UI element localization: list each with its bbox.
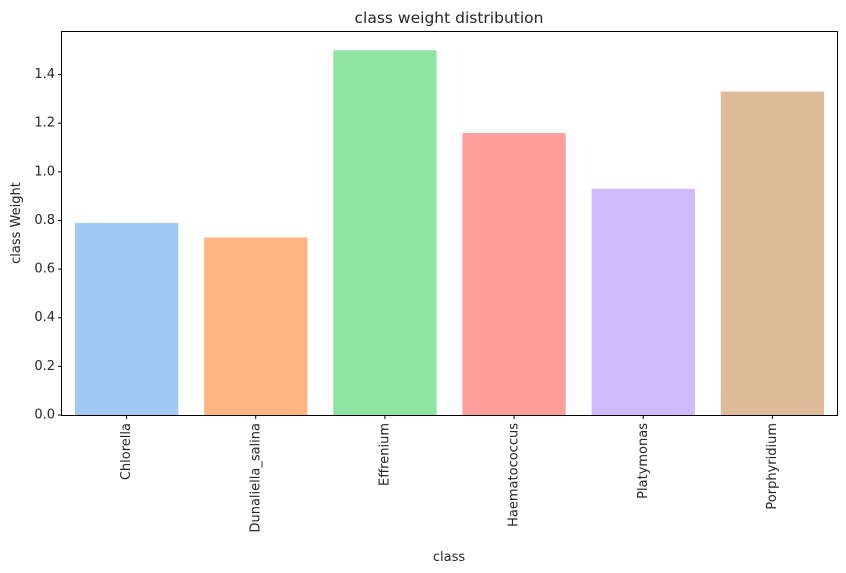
- x-tick-label: Haematococcus: [507, 423, 522, 527]
- x-tick-label: Platymonas: [636, 423, 651, 499]
- x-tick-label: Chlorella: [119, 423, 134, 480]
- y-axis-label: class Weight: [9, 182, 24, 264]
- bar-haematococcus: [462, 132, 566, 415]
- x-tick-label: Dunaliella_salina: [248, 423, 263, 533]
- y-tick-label: 0.0: [34, 408, 55, 423]
- bar-effrenium: [333, 50, 437, 415]
- x-axis-ticks: Chlorella Dunaliella_salina Effrenium Haema…: [119, 415, 780, 533]
- y-tick-label: 1.0: [34, 164, 55, 179]
- x-tick-label: Porphyridium: [765, 423, 780, 510]
- x-tick-label: Effrenium: [377, 423, 392, 486]
- bar-chlorella: [74, 222, 179, 415]
- bar-platymonas: [591, 188, 695, 415]
- y-axis-ticks: 0.0 0.2 0.4 0.6 0.8 1.0 1.2 1.4: [34, 67, 62, 423]
- chart-title: class weight distribution: [355, 9, 544, 27]
- y-tick-label: 1.2: [34, 116, 55, 131]
- y-tick-label: 0.6: [34, 262, 55, 277]
- plot-frame: [61, 31, 838, 416]
- y-tick-label: 0.2: [34, 359, 55, 374]
- x-axis-label: class: [433, 550, 465, 565]
- y-tick-label: 0.8: [34, 213, 55, 228]
- y-tick-label: 1.4: [34, 67, 55, 82]
- bar-dunaliella-salina: [204, 237, 308, 415]
- y-tick-label: 0.4: [34, 310, 55, 325]
- bar-porphyridium: [720, 91, 825, 416]
- bars-group: [74, 50, 825, 416]
